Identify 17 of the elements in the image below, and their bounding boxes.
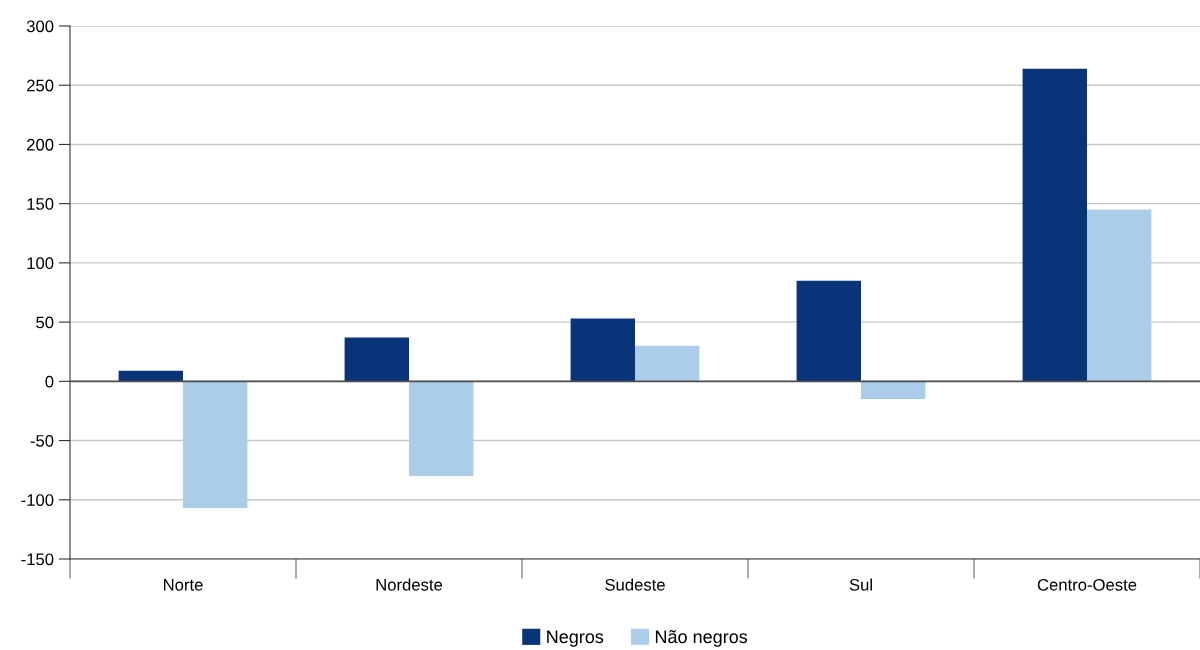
x-tick-label: Sudeste (605, 578, 665, 591)
x-tick-label: Norte (163, 579, 203, 591)
y-tick-label: -150 (21, 553, 54, 566)
y-tick-label: 300 (26, 20, 54, 33)
y-tick-label: -100 (21, 494, 54, 506)
legend-label: Negros (547, 630, 604, 647)
legend-label: Não negros (655, 630, 748, 647)
x-tick-label: Centro-Oeste (1037, 578, 1137, 591)
y-tick-label: 200 (27, 138, 54, 151)
y-tick-label: 100 (27, 257, 54, 270)
y-tick-label: 250 (27, 79, 54, 92)
y-tick-label: 50 (36, 316, 54, 329)
x-tick-label: Sul (849, 578, 872, 591)
x-tick-label: Nordeste (376, 578, 443, 591)
y-tick-label: -50 (30, 434, 54, 447)
y-tick-label: 150 (27, 198, 54, 210)
y-tick-label: 0 (45, 375, 54, 388)
